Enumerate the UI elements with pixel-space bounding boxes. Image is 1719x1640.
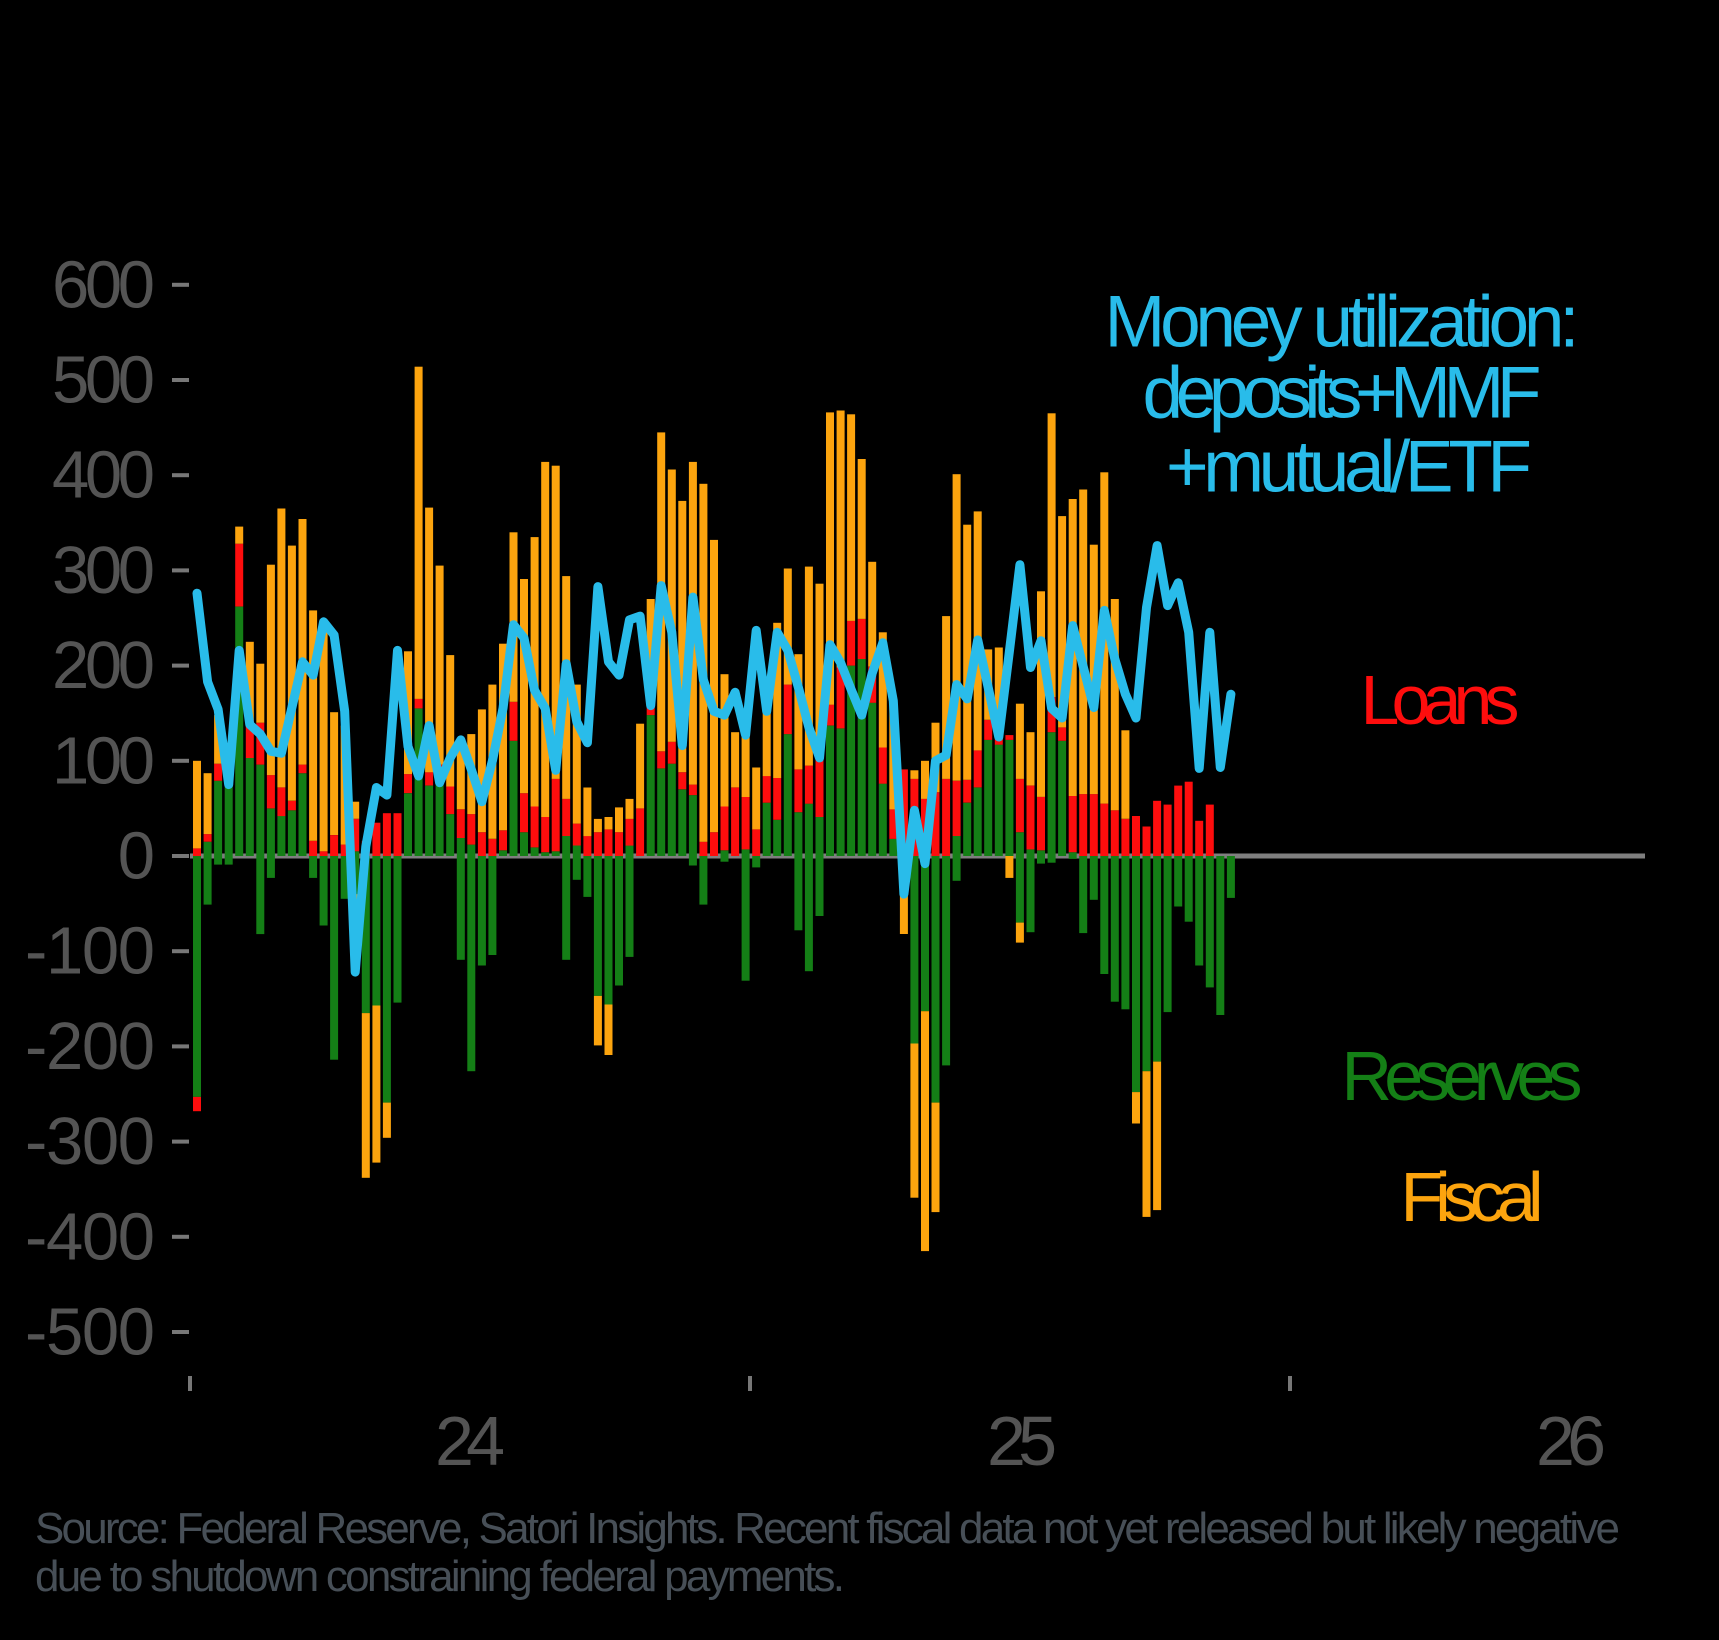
svg-text:Source: Federal Reserve, Sator: Source: Federal Reserve, Satori Insights… [35,1504,1620,1553]
svg-text:-100: -100 [25,914,155,989]
svg-text:25: 25 [987,1402,1057,1480]
svg-text:due to shutdown constraining f: due to shutdown constraining federal pay… [35,1552,845,1601]
svg-text:Money utilization:: Money utilization: [1105,282,1580,363]
svg-text:0: 0 [118,819,155,894]
svg-text:26: 26 [1536,1402,1606,1480]
svg-text:400: 400 [52,438,155,513]
svg-text:200: 200 [52,628,155,703]
svg-text:24: 24 [435,1402,505,1480]
svg-text:deposits+MMF: deposits+MMF [1143,353,1542,434]
svg-text:+mutual/ETF: +mutual/ETF [1166,427,1532,508]
svg-text:Loans: Loans [1361,661,1520,739]
svg-text:-400: -400 [25,1199,155,1274]
svg-text:300: 300 [52,533,155,608]
svg-text:-200: -200 [25,1009,155,1084]
svg-text:500: 500 [52,343,155,418]
svg-text:100: 100 [52,723,155,798]
svg-text:-300: -300 [25,1104,155,1179]
svg-text:Fiscal: Fiscal [1401,1158,1544,1236]
svg-text:-500: -500 [25,1295,155,1370]
svg-text:600: 600 [52,247,155,322]
svg-text:Reserves: Reserves [1342,1037,1583,1115]
